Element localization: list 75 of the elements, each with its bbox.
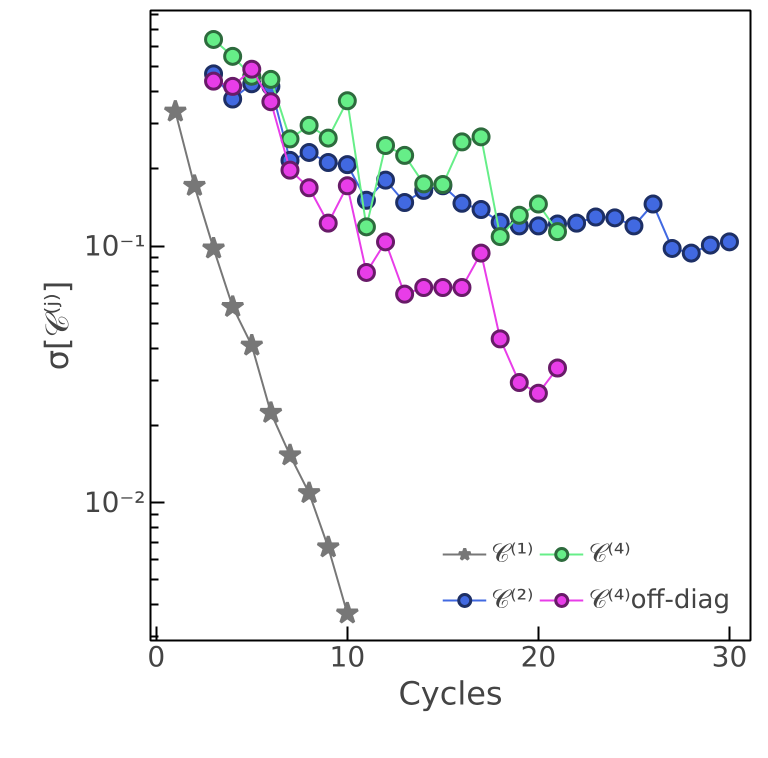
point <box>548 358 568 378</box>
point <box>414 174 434 194</box>
point <box>204 72 224 91</box>
point <box>510 206 529 225</box>
y-tick-label: 10⁻² <box>84 486 146 520</box>
point <box>318 153 338 172</box>
point <box>395 146 414 165</box>
y-axis-title: σ[𝒞⁽ʲ⁾] <box>38 280 76 370</box>
point <box>510 373 529 392</box>
point <box>433 278 452 297</box>
point <box>204 30 224 49</box>
point <box>605 208 624 228</box>
point <box>644 194 663 214</box>
point <box>202 236 226 259</box>
point <box>356 217 376 236</box>
point <box>356 262 376 282</box>
legend-label: 𝒞⁽⁴⁾off-diag <box>588 584 730 617</box>
point <box>163 99 188 122</box>
x-tick-label: 30 <box>712 640 748 674</box>
point <box>452 278 472 297</box>
point <box>586 207 606 226</box>
point <box>338 176 357 196</box>
x-tick-label: 10 <box>330 640 366 674</box>
point <box>261 92 280 112</box>
point <box>220 294 245 318</box>
point <box>316 534 340 558</box>
point <box>720 232 739 252</box>
point <box>300 116 319 135</box>
point <box>280 160 300 180</box>
point <box>490 227 510 246</box>
x-axis-title: Cycles <box>398 674 503 712</box>
legend-label: 𝒞⁽²⁾ <box>491 584 534 617</box>
point <box>376 170 396 190</box>
point <box>662 238 682 258</box>
point <box>278 442 302 466</box>
point <box>528 384 548 403</box>
point <box>242 60 262 79</box>
point <box>682 244 701 263</box>
point <box>318 128 338 148</box>
point <box>223 76 242 96</box>
point <box>567 214 586 233</box>
point <box>335 600 360 624</box>
point <box>182 173 206 196</box>
point <box>258 400 283 424</box>
point <box>318 214 338 233</box>
point <box>223 46 242 66</box>
point <box>452 132 472 152</box>
point <box>548 222 568 242</box>
point <box>338 91 357 110</box>
point <box>338 155 357 174</box>
point <box>472 127 491 146</box>
point <box>528 194 548 214</box>
point <box>472 200 491 219</box>
point <box>624 216 644 236</box>
point <box>376 136 396 155</box>
point <box>297 480 322 504</box>
y-tick-label: 10⁻¹ <box>84 230 146 263</box>
point <box>700 236 720 255</box>
point <box>528 216 548 236</box>
point <box>414 278 434 297</box>
point <box>395 193 414 212</box>
x-tick-label: 20 <box>520 640 556 674</box>
x-tick-label: 0 <box>147 640 166 674</box>
point <box>300 142 319 162</box>
point <box>490 329 510 348</box>
point <box>280 129 300 148</box>
point <box>472 244 491 263</box>
point <box>376 232 396 252</box>
point <box>452 194 472 213</box>
legend-label: 𝒞⁽¹⁾ <box>491 538 534 571</box>
legend-label: 𝒞⁽⁴⁾ <box>588 538 631 571</box>
point <box>240 332 264 356</box>
point <box>300 178 319 198</box>
point <box>395 284 414 304</box>
point <box>261 70 280 89</box>
